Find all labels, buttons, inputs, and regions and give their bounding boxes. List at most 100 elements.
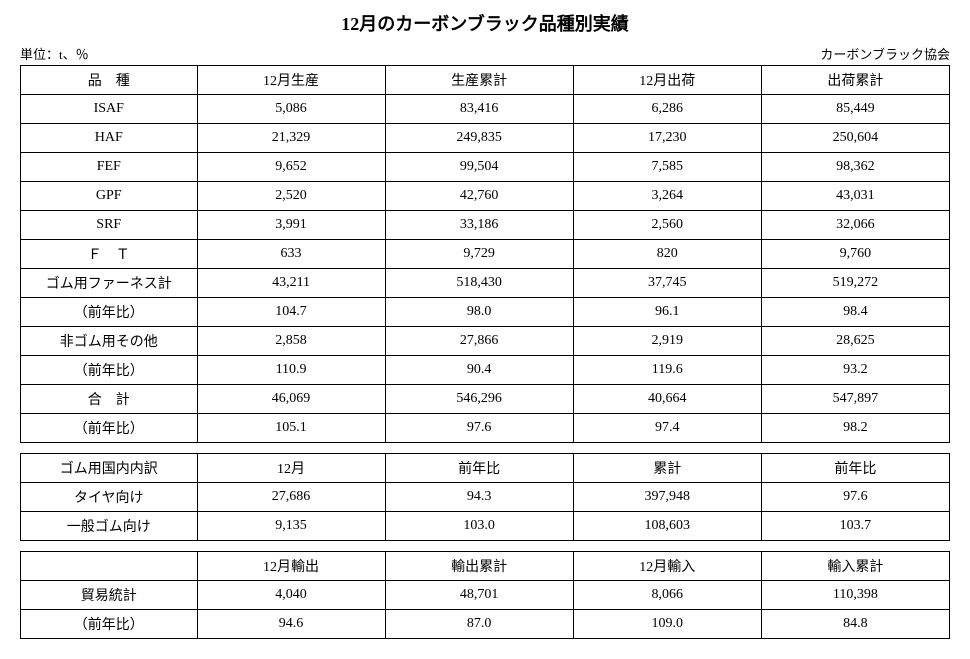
page-title: 12月のカーボンブラック品種別実績 <box>20 10 950 36</box>
row-label: FEF <box>21 153 198 182</box>
cell: 97.6 <box>761 483 949 512</box>
table-row: タイヤ向け 27,686 94.3 397,948 97.6 <box>21 483 950 512</box>
col-header: 12月出荷 <box>573 66 761 95</box>
cell: 397,948 <box>573 483 761 512</box>
cell: 633 <box>197 240 385 269</box>
table-main: 品 種 12月生産 生産累計 12月出荷 出荷累計 ISAF 5,086 83,… <box>20 65 950 443</box>
cell: 119.6 <box>573 356 761 385</box>
cell: 97.4 <box>573 414 761 443</box>
cell: 7,585 <box>573 153 761 182</box>
unit-label: 単位：t、％ <box>20 44 89 63</box>
cell: 4,040 <box>197 581 385 610</box>
cell: 48,701 <box>385 581 573 610</box>
table-row: 貿易統計 4,040 48,701 8,066 110,398 <box>21 581 950 610</box>
table-row: FEF 9,652 99,504 7,585 98,362 <box>21 153 950 182</box>
source-label: カーボンブラック協会 <box>820 44 950 63</box>
row-label: ISAF <box>21 95 198 124</box>
row-label: SRF <box>21 211 198 240</box>
table-row: ISAF 5,086 83,416 6,286 85,449 <box>21 95 950 124</box>
cell: 27,866 <box>385 327 573 356</box>
cell: 98.4 <box>761 298 949 327</box>
cell: 105.1 <box>197 414 385 443</box>
cell: 2,520 <box>197 182 385 211</box>
row-label: （前年比） <box>21 610 198 639</box>
col-header: 前年比 <box>385 454 573 483</box>
cell: 98,362 <box>761 153 949 182</box>
cell: 94.6 <box>197 610 385 639</box>
table-row: 12月輸出 輸出累計 12月輸入 輸入累計 <box>21 552 950 581</box>
cell: 108,603 <box>573 512 761 541</box>
row-label: ゴム用ファーネス計 <box>21 269 198 298</box>
row-label: 合 計 <box>21 385 198 414</box>
cell: 43,211 <box>197 269 385 298</box>
col-header: 12月 <box>197 454 385 483</box>
cell: 103.7 <box>761 512 949 541</box>
table-row: （前年比） 104.7 98.0 96.1 98.4 <box>21 298 950 327</box>
col-header: 出荷累計 <box>761 66 949 95</box>
table-row: （前年比） 94.6 87.0 109.0 84.8 <box>21 610 950 639</box>
cell: 519,272 <box>761 269 949 298</box>
cell: 99,504 <box>385 153 573 182</box>
row-label: 非ゴム用その他 <box>21 327 198 356</box>
cell: 32,066 <box>761 211 949 240</box>
row-label: （前年比） <box>21 298 198 327</box>
row-label: Ｆ Ｔ <box>21 240 198 269</box>
table-row: 合 計 46,069 546,296 40,664 547,897 <box>21 385 950 414</box>
cell: 98.2 <box>761 414 949 443</box>
table-row: GPF 2,520 42,760 3,264 43,031 <box>21 182 950 211</box>
cell: 46,069 <box>197 385 385 414</box>
col-header: 輸出累計 <box>385 552 573 581</box>
cell: 93.2 <box>761 356 949 385</box>
table-row: ゴム用国内内訳 12月 前年比 累計 前年比 <box>21 454 950 483</box>
table-row: HAF 21,329 249,835 17,230 250,604 <box>21 124 950 153</box>
cell: 8,066 <box>573 581 761 610</box>
cell: 547,897 <box>761 385 949 414</box>
cell: 110.9 <box>197 356 385 385</box>
cell: 40,664 <box>573 385 761 414</box>
cell: 103.0 <box>385 512 573 541</box>
cell: 83,416 <box>385 95 573 124</box>
cell: 21,329 <box>197 124 385 153</box>
cell: 9,135 <box>197 512 385 541</box>
row-label: 貿易統計 <box>21 581 198 610</box>
col-header: 12月輸出 <box>197 552 385 581</box>
col-header: 12月輸入 <box>573 552 761 581</box>
row-label: （前年比） <box>21 414 198 443</box>
table-row: （前年比） 105.1 97.6 97.4 98.2 <box>21 414 950 443</box>
cell: 2,560 <box>573 211 761 240</box>
cell: 17,230 <box>573 124 761 153</box>
table-domestic: ゴム用国内内訳 12月 前年比 累計 前年比 タイヤ向け 27,686 94.3… <box>20 453 950 541</box>
cell: 43,031 <box>761 182 949 211</box>
cell: 33,186 <box>385 211 573 240</box>
cell: 3,991 <box>197 211 385 240</box>
cell: 518,430 <box>385 269 573 298</box>
cell: 9,652 <box>197 153 385 182</box>
row-label: GPF <box>21 182 198 211</box>
table-row: ゴム用ファーネス計 43,211 518,430 37,745 519,272 <box>21 269 950 298</box>
col-header: 品 種 <box>21 66 198 95</box>
table-row: 品 種 12月生産 生産累計 12月出荷 出荷累計 <box>21 66 950 95</box>
cell: 2,858 <box>197 327 385 356</box>
row-label: 一般ゴム向け <box>21 512 198 541</box>
cell: 37,745 <box>573 269 761 298</box>
cell: 27,686 <box>197 483 385 512</box>
cell: 87.0 <box>385 610 573 639</box>
cell: 94.3 <box>385 483 573 512</box>
cell: 2,919 <box>573 327 761 356</box>
col-header: 12月生産 <box>197 66 385 95</box>
row-label: （前年比） <box>21 356 198 385</box>
table-row: （前年比） 110.9 90.4 119.6 93.2 <box>21 356 950 385</box>
table-row: SRF 3,991 33,186 2,560 32,066 <box>21 211 950 240</box>
table-row: 非ゴム用その他 2,858 27,866 2,919 28,625 <box>21 327 950 356</box>
col-header: 輸入累計 <box>761 552 949 581</box>
cell: 5,086 <box>197 95 385 124</box>
cell: 3,264 <box>573 182 761 211</box>
row-label: HAF <box>21 124 198 153</box>
table-row: Ｆ Ｔ 633 9,729 820 9,760 <box>21 240 950 269</box>
row-label: タイヤ向け <box>21 483 198 512</box>
cell: 90.4 <box>385 356 573 385</box>
col-header <box>21 552 198 581</box>
cell: 109.0 <box>573 610 761 639</box>
cell: 85,449 <box>761 95 949 124</box>
cell: 9,729 <box>385 240 573 269</box>
